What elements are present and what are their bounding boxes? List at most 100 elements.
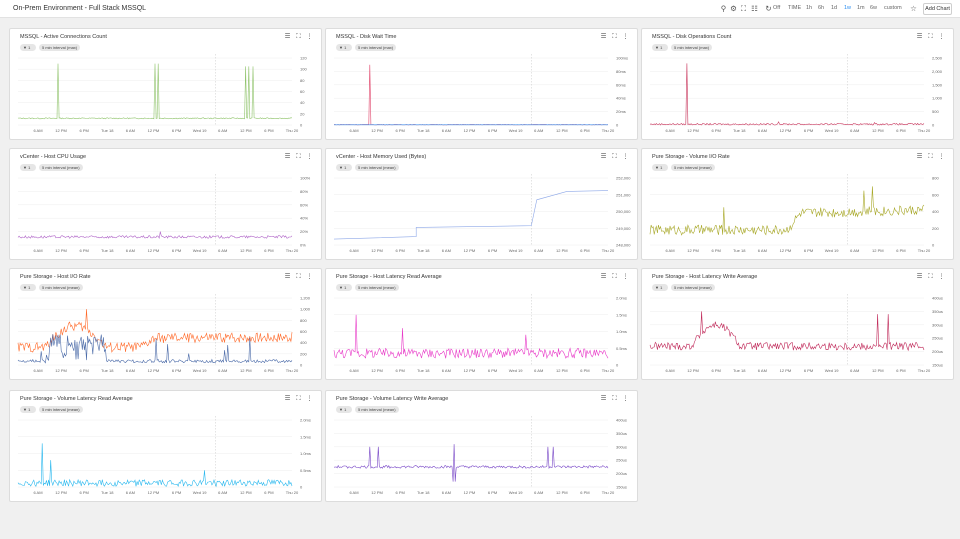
more-icon[interactable]: ⋮ — [306, 153, 313, 160]
add-chart-button[interactable]: Add Chart — [923, 3, 952, 15]
x-tick-label: 6 AM — [665, 368, 674, 373]
interval-chip[interactable]: 5 min interval (mean) — [355, 164, 399, 171]
range-1m[interactable]: 1m — [857, 5, 865, 11]
fullscreen-icon[interactable]: ⛶ — [740, 4, 747, 13]
y-tick-label: 20 — [300, 111, 305, 116]
interval-chip[interactable]: 5 min interval (mean) — [39, 406, 83, 413]
expand-icon[interactable]: ⛶ — [296, 395, 301, 402]
more-icon[interactable]: ⋮ — [622, 153, 629, 160]
legend-icon[interactable]: ☰ — [916, 153, 923, 160]
x-tick-label: 6 PM — [396, 368, 405, 373]
range-1h[interactable]: 1h — [806, 5, 813, 11]
interval-chip[interactable]: 5 min interval (mean) — [671, 164, 715, 171]
gear-icon[interactable]: ⚙ — [730, 4, 737, 13]
filter-chip[interactable]: ▼ 1 — [336, 164, 352, 171]
x-tick-label: 6 PM — [172, 368, 181, 373]
filter-chip[interactable]: ▼ 1 — [652, 44, 668, 51]
more-icon[interactable]: ⋮ — [306, 273, 313, 280]
x-tick-label: 12 PM — [464, 128, 476, 133]
range-6w[interactable]: 6w — [870, 5, 878, 11]
legend-icon[interactable]: ☰ — [916, 33, 923, 40]
expand-icon[interactable]: ⛶ — [612, 273, 617, 280]
filter-chip[interactable]: ▼ 1 — [336, 406, 352, 413]
y-tick-label: 400us — [616, 418, 627, 423]
y-tick-label: 60 — [300, 89, 305, 94]
filter-icon[interactable]: ☷ — [751, 4, 758, 13]
expand-icon[interactable]: ⛶ — [612, 33, 617, 40]
refresh-off-toggle[interactable]: Off — [773, 5, 781, 11]
range-6h[interactable]: 6h — [818, 5, 825, 11]
x-tick-label: 6 AM — [126, 248, 135, 253]
more-icon[interactable]: ⋮ — [306, 33, 313, 40]
interval-chip[interactable]: 5 min interval (mean) — [355, 406, 399, 413]
chart-actions: ☰ ⛶ ⋮ — [284, 273, 313, 280]
more-icon[interactable]: ⋮ — [622, 33, 629, 40]
legend-icon[interactable]: ☰ — [600, 273, 607, 280]
star-icon[interactable]: ☆ — [910, 4, 917, 13]
x-tick-label: 12 PM — [872, 248, 884, 253]
y-tick-label: 200us — [616, 471, 627, 476]
legend-icon[interactable]: ☰ — [916, 273, 923, 280]
expand-icon[interactable]: ⛶ — [928, 153, 933, 160]
filter-chip[interactable]: ▼ 1 — [652, 284, 668, 291]
interval-chip[interactable]: 5 min interval (max) — [355, 44, 397, 51]
expand-icon[interactable]: ⛶ — [928, 33, 933, 40]
chart-actions: ☰ ⛶ ⋮ — [600, 33, 629, 40]
y-tick-label: 0% — [300, 243, 306, 248]
interval-chip[interactable]: 5 min interval (mean) — [671, 284, 715, 291]
legend-icon[interactable]: ☰ — [600, 395, 607, 402]
legend-icon[interactable]: ☰ — [284, 395, 291, 402]
x-tick-label: 6 PM — [488, 248, 497, 253]
expand-icon[interactable]: ⛶ — [928, 273, 933, 280]
filter-chip[interactable]: ▼ 1 — [20, 44, 36, 51]
filter-chip[interactable]: ▼ 1 — [336, 284, 352, 291]
expand-icon[interactable]: ⛶ — [612, 153, 617, 160]
chart-card: Pure Storage - Volume Latency Read Avera… — [9, 390, 322, 502]
x-tick-label: 6 PM — [264, 128, 273, 133]
expand-icon[interactable]: ⛶ — [296, 273, 301, 280]
x-tick-label: 12 PM — [55, 368, 67, 373]
x-tick-label: 6 PM — [264, 490, 273, 495]
legend-icon[interactable]: ☰ — [284, 153, 291, 160]
interval-chip[interactable]: 5 min interval (max) — [39, 44, 81, 51]
expand-icon[interactable]: ⛶ — [296, 33, 301, 40]
x-tick-label: 6 AM — [758, 368, 767, 373]
more-icon[interactable]: ⋮ — [938, 273, 945, 280]
interval-chip[interactable]: 5 min interval (mean) — [39, 284, 83, 291]
search-icon[interactable]: ⚲ — [720, 4, 727, 13]
range-custom[interactable]: custom — [884, 5, 902, 11]
more-icon[interactable]: ⋮ — [938, 33, 945, 40]
filter-chip[interactable]: ▼ 1 — [336, 44, 352, 51]
y-tick-label: 252,000 — [616, 176, 631, 181]
expand-icon[interactable]: ⛶ — [612, 395, 617, 402]
series-line — [333, 444, 609, 482]
filter-chip[interactable]: ▼ 1 — [20, 164, 36, 171]
filter-chip[interactable]: ▼ 1 — [652, 164, 668, 171]
more-icon[interactable]: ⋮ — [306, 395, 313, 402]
y-tick-label: 0.5ms — [300, 468, 311, 473]
filter-chip[interactable]: ▼ 1 — [20, 284, 36, 291]
y-tick-label: 0 — [932, 243, 935, 248]
y-tick-label: 150us — [616, 485, 627, 490]
expand-icon[interactable]: ⛶ — [296, 153, 301, 160]
y-tick-label: 20ms — [616, 109, 626, 114]
interval-chip[interactable]: 5 min interval (mean) — [355, 284, 399, 291]
y-tick-label: 100ms — [616, 56, 628, 61]
chart-card: Pure Storage - Host Latency Write Averag… — [641, 268, 954, 380]
x-tick-label: 6 AM — [218, 490, 227, 495]
more-icon[interactable]: ⋮ — [622, 273, 629, 280]
filter-chip[interactable]: ▼ 1 — [20, 406, 36, 413]
refresh-icon[interactable]: ↻ — [765, 4, 772, 13]
legend-icon[interactable]: ☰ — [600, 153, 607, 160]
interval-chip[interactable]: 5 min interval (mean) — [39, 164, 83, 171]
legend-icon[interactable]: ☰ — [284, 273, 291, 280]
legend-icon[interactable]: ☰ — [284, 33, 291, 40]
more-icon[interactable]: ⋮ — [938, 153, 945, 160]
chart-title: Pure Storage - Volume I/O Rate — [652, 154, 730, 160]
interval-chip[interactable]: 5 min interval (max) — [671, 44, 713, 51]
legend-icon[interactable]: ☰ — [600, 33, 607, 40]
x-tick-label: 6 PM — [896, 128, 905, 133]
range-1d[interactable]: 1d — [831, 5, 838, 11]
more-icon[interactable]: ⋮ — [622, 395, 629, 402]
range-1w[interactable]: 1w — [844, 5, 852, 11]
